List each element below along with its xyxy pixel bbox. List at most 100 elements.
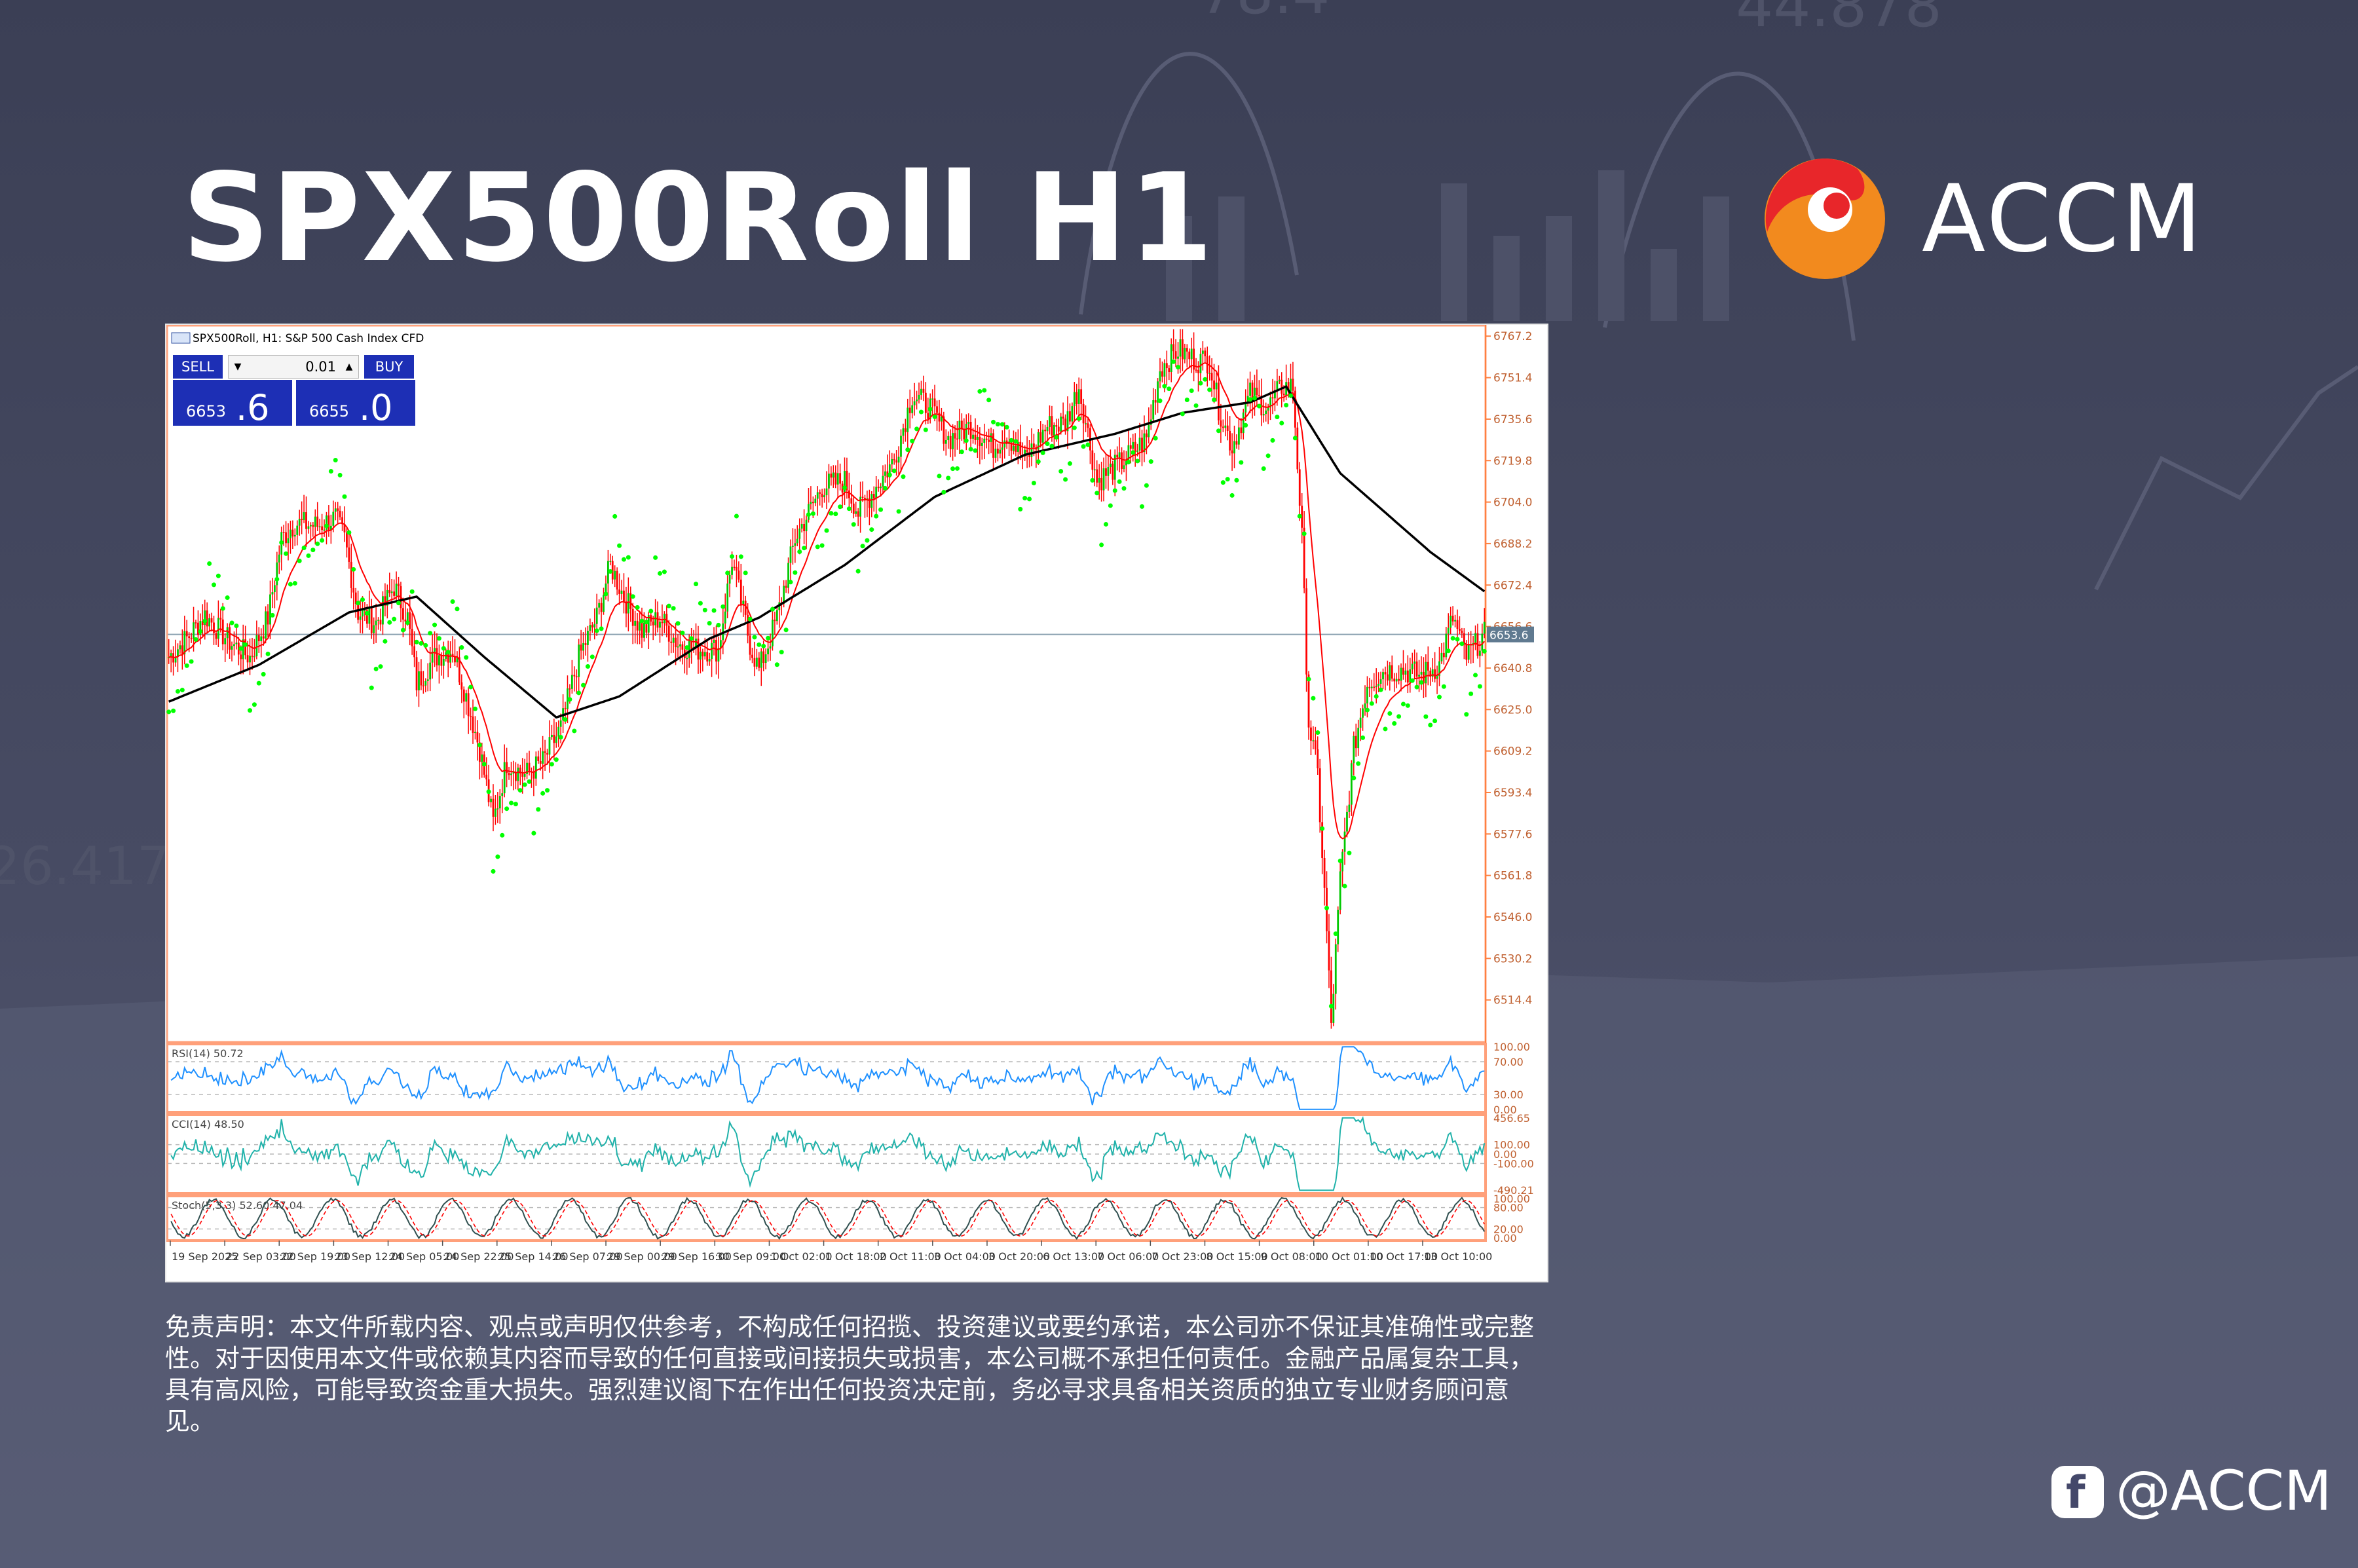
candle (999, 449, 1001, 454)
sar-dot (248, 708, 253, 713)
sar-dot (1135, 458, 1140, 464)
candle (589, 625, 591, 631)
lot-up-icon[interactable]: ▲ (345, 362, 353, 372)
candle (933, 398, 936, 407)
sell-price[interactable]: 6653 .6 (173, 380, 292, 426)
candle (213, 622, 215, 633)
sar-dot (635, 605, 640, 610)
indicator-line (170, 1115, 1486, 1191)
candle (365, 610, 368, 624)
sar-dot (1054, 435, 1059, 440)
sar-dot (212, 582, 217, 588)
candle (902, 428, 905, 436)
candle (616, 570, 618, 590)
candle (1222, 426, 1224, 428)
sar-dot (1288, 393, 1293, 398)
sar-dot (1324, 905, 1330, 910)
candle (634, 620, 637, 626)
sar-dot (1239, 460, 1244, 465)
sar-dot (878, 507, 884, 512)
indicator-line (170, 1196, 1486, 1241)
lot-down-icon[interactable]: ▼ (234, 362, 242, 372)
sar-dot (1108, 503, 1113, 508)
candle (611, 561, 614, 580)
candle (1483, 622, 1486, 634)
sar-dot (229, 620, 234, 625)
candle (960, 420, 963, 429)
sar-dot (1157, 398, 1163, 403)
candle (282, 532, 285, 533)
price-tick-label: 6735.6 (1493, 413, 1532, 426)
candle (348, 547, 350, 562)
candle (688, 641, 690, 658)
indicator-level-label: -490.21 (1493, 1184, 1534, 1197)
sar-dot (833, 512, 838, 517)
candle (1366, 686, 1368, 703)
candle (1450, 616, 1452, 628)
candle (697, 639, 700, 660)
candle (584, 643, 587, 645)
social-handle[interactable]: f @ACCM (2051, 1458, 2340, 1523)
sar-dot (1265, 453, 1271, 458)
candle (834, 472, 837, 485)
candle (848, 490, 850, 498)
sar-dot (356, 601, 361, 606)
candle (1262, 414, 1265, 416)
buy-price[interactable]: 6655 .0 (296, 380, 415, 426)
candle (242, 639, 244, 660)
sar-dot (495, 854, 500, 859)
sar-dot (1270, 438, 1275, 443)
candle (1105, 468, 1107, 476)
sar-dot (1076, 416, 1081, 421)
candle (1098, 477, 1100, 483)
price-tick-label: 6561.8 (1493, 870, 1532, 883)
sar-dot (207, 561, 212, 567)
buy-button[interactable]: BUY (364, 355, 414, 379)
candle (290, 529, 291, 538)
candle (465, 693, 468, 702)
candle (301, 519, 303, 520)
trading-chart[interactable]: SPX500Roll, H1: S&P 500 Cash Index CFD 67… (165, 324, 1548, 1282)
candle (1436, 676, 1438, 679)
candle (808, 504, 810, 520)
candle (875, 487, 878, 499)
sar-dot (1099, 542, 1104, 548)
candle (880, 486, 882, 489)
sar-dot (1067, 461, 1072, 466)
candle (1391, 665, 1393, 679)
candle (1386, 674, 1389, 681)
candle (1210, 373, 1213, 381)
candle (645, 622, 648, 633)
candle (1339, 871, 1341, 910)
candle (1479, 650, 1481, 656)
candle (528, 762, 531, 772)
time-tick-label: 25 Sep 14:00 (498, 1250, 569, 1263)
candle (1121, 452, 1123, 469)
sar-dot (536, 807, 541, 812)
lot-size-input[interactable]: ▼ 0.01 ▲ (228, 355, 359, 379)
sar-dot (1103, 521, 1108, 527)
candle (1190, 348, 1193, 360)
candle (927, 413, 929, 419)
sar-dot (666, 603, 671, 608)
candle (952, 433, 954, 449)
parabolic-sar (166, 359, 1487, 1009)
sar-dot (1148, 459, 1153, 464)
candle (956, 438, 958, 440)
sell-button[interactable]: SELL (173, 355, 223, 379)
facebook-icon[interactable]: f (2051, 1466, 2104, 1519)
candle (872, 494, 875, 499)
sar-dot (468, 684, 474, 690)
candle (675, 637, 677, 648)
sar-dot (1095, 491, 1100, 496)
candle (974, 434, 977, 440)
sar-dot (189, 659, 194, 664)
candle (706, 652, 709, 662)
sar-dot (594, 628, 599, 633)
chart-canvas[interactable]: SPX500Roll, H1: S&P 500 Cash Index CFD 67… (166, 325, 1547, 1281)
candle (1199, 354, 1202, 373)
candle (681, 644, 684, 650)
candle (1125, 460, 1127, 466)
candle (188, 636, 191, 639)
sar-dot (459, 644, 464, 650)
